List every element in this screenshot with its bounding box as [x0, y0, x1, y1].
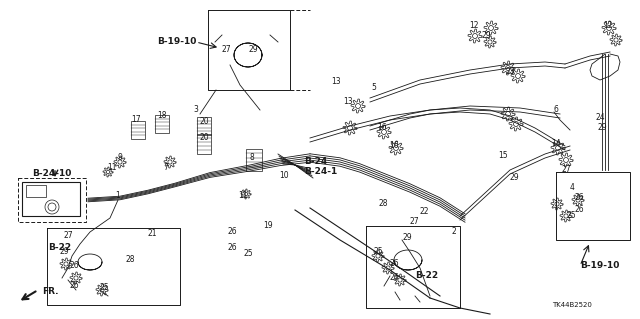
Text: 11: 11 [108, 164, 116, 173]
Bar [26, 185, 46, 197]
Bar [197, 117, 211, 135]
Bar [22, 182, 80, 216]
Text: B-24-1: B-24-1 [304, 167, 337, 176]
Bar [197, 134, 211, 154]
Text: 26: 26 [227, 227, 237, 236]
Text: 26: 26 [574, 194, 584, 203]
Text: 16: 16 [389, 142, 399, 151]
Text: 2: 2 [452, 227, 456, 236]
Text: B-19-10: B-19-10 [157, 38, 196, 47]
Text: 27: 27 [63, 232, 73, 241]
Text: 26: 26 [69, 281, 79, 291]
Text: 5: 5 [372, 84, 376, 93]
Bar [246, 149, 262, 171]
Text: 29: 29 [509, 174, 519, 182]
Text: 20: 20 [199, 117, 209, 127]
Text: 21: 21 [147, 229, 157, 239]
Text: 25: 25 [373, 248, 383, 256]
Text: 1: 1 [116, 191, 120, 201]
Text: 13: 13 [331, 78, 341, 86]
Text: 26: 26 [389, 259, 399, 269]
Text: 27: 27 [409, 218, 419, 226]
Text: B-19-10: B-19-10 [580, 261, 620, 270]
Text: 9: 9 [118, 153, 122, 162]
Text: 17: 17 [131, 115, 141, 124]
Text: 27: 27 [221, 46, 231, 55]
Text: 20: 20 [199, 133, 209, 143]
Text: 14: 14 [551, 139, 561, 149]
Bar [155, 115, 169, 133]
Text: 29: 29 [597, 123, 607, 132]
Text: B-24-10: B-24-10 [32, 169, 72, 179]
Text: 8: 8 [250, 153, 254, 162]
Text: 25: 25 [99, 283, 109, 292]
Text: 10: 10 [279, 172, 289, 181]
Text: 29: 29 [248, 46, 258, 55]
Text: 13: 13 [343, 98, 353, 107]
Text: 26: 26 [389, 273, 399, 283]
Text: 29: 29 [59, 248, 69, 256]
Text: 12: 12 [604, 21, 612, 31]
Text: 12: 12 [469, 21, 479, 31]
Text: 28: 28 [378, 199, 388, 209]
Text: 24: 24 [595, 114, 605, 122]
Text: 16: 16 [377, 123, 387, 132]
Text: 22: 22 [419, 207, 429, 217]
Text: 15: 15 [498, 152, 508, 160]
Text: 25: 25 [243, 249, 253, 258]
Text: 29: 29 [402, 234, 412, 242]
Text: 28: 28 [125, 256, 135, 264]
Text: FR.: FR. [42, 287, 58, 296]
Text: 26: 26 [69, 262, 79, 271]
Text: 4: 4 [570, 183, 575, 192]
Text: TK44B2520: TK44B2520 [552, 302, 592, 308]
Text: 19: 19 [263, 221, 273, 231]
Text: 26: 26 [227, 243, 237, 253]
Text: 18: 18 [157, 112, 167, 121]
Text: 11: 11 [238, 191, 248, 201]
Text: 6: 6 [554, 106, 559, 115]
Text: B-22: B-22 [415, 271, 438, 279]
Text: 27: 27 [561, 166, 571, 174]
Text: B-22: B-22 [48, 243, 71, 253]
Text: 26: 26 [574, 205, 584, 214]
Text: 7: 7 [164, 164, 168, 173]
Bar [131, 121, 145, 139]
Text: 25: 25 [566, 211, 576, 220]
Text: 23: 23 [505, 68, 515, 77]
Text: 3: 3 [193, 106, 198, 115]
Text: 29: 29 [481, 32, 491, 41]
Text: B-24: B-24 [304, 158, 327, 167]
